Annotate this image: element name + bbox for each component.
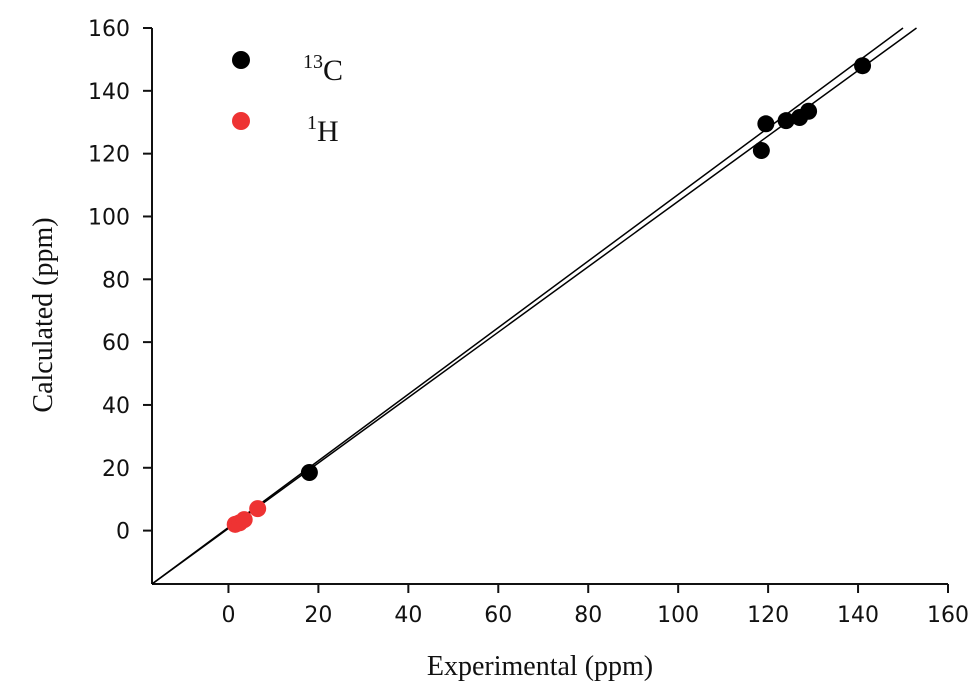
x-tick-label: 120 bbox=[747, 603, 789, 628]
y-tick-label: 20 bbox=[102, 457, 130, 482]
legend-item-13c: 13C bbox=[232, 51, 343, 87]
y-tick-label: 80 bbox=[102, 268, 130, 293]
fit-line bbox=[151, 27, 904, 585]
legend-label-13c: 13C bbox=[303, 51, 343, 87]
x-tick-label: 140 bbox=[837, 603, 879, 628]
data-point bbox=[752, 142, 770, 160]
data-point bbox=[757, 115, 775, 133]
y-tick-label: 100 bbox=[88, 205, 130, 230]
y-axis-ticks: 0 20 40 60 80 100 120 140 160 bbox=[88, 17, 152, 545]
x-tick-label: 40 bbox=[394, 603, 422, 628]
data-point bbox=[235, 511, 253, 529]
data-point bbox=[854, 57, 872, 75]
y-tick-label: 140 bbox=[88, 80, 130, 105]
data-point bbox=[800, 102, 818, 120]
legend-item-1h: 1H bbox=[232, 112, 339, 148]
legend: 13C 1H bbox=[232, 51, 343, 148]
data-point bbox=[249, 500, 267, 518]
legend-marker-13c bbox=[232, 51, 250, 69]
legend-label-1h: 1H bbox=[307, 112, 339, 148]
y-tick-label: 60 bbox=[102, 331, 130, 356]
legend-marker-1h bbox=[232, 112, 250, 130]
x-axis-title: Experimental (ppm) bbox=[427, 651, 653, 682]
data-point bbox=[777, 112, 795, 130]
x-axis-ticks: 0 20 40 60 80 100 120 140 160 bbox=[221, 584, 969, 628]
x-tick-label: 60 bbox=[484, 603, 512, 628]
plot-area: 0 20 40 60 80 100 120 140 160 0 20 40 60 80 100 120 140… bbox=[88, 17, 969, 628]
y-tick-label: 120 bbox=[88, 143, 130, 168]
x-tick-label: 160 bbox=[927, 603, 969, 628]
y-axis-title: Calculated (ppm) bbox=[28, 217, 59, 412]
y-tick-label: 160 bbox=[88, 17, 130, 42]
series-layer bbox=[226, 57, 872, 533]
x-tick-label: 80 bbox=[574, 603, 602, 628]
x-tick-label: 0 bbox=[221, 603, 235, 628]
series-13c bbox=[300, 57, 872, 481]
x-tick-label: 20 bbox=[304, 603, 332, 628]
x-tick-label: 100 bbox=[657, 603, 699, 628]
y-tick-label: 40 bbox=[102, 394, 130, 419]
y-tick-label: 0 bbox=[116, 520, 130, 545]
series-1h bbox=[226, 500, 267, 533]
data-point bbox=[300, 463, 318, 481]
